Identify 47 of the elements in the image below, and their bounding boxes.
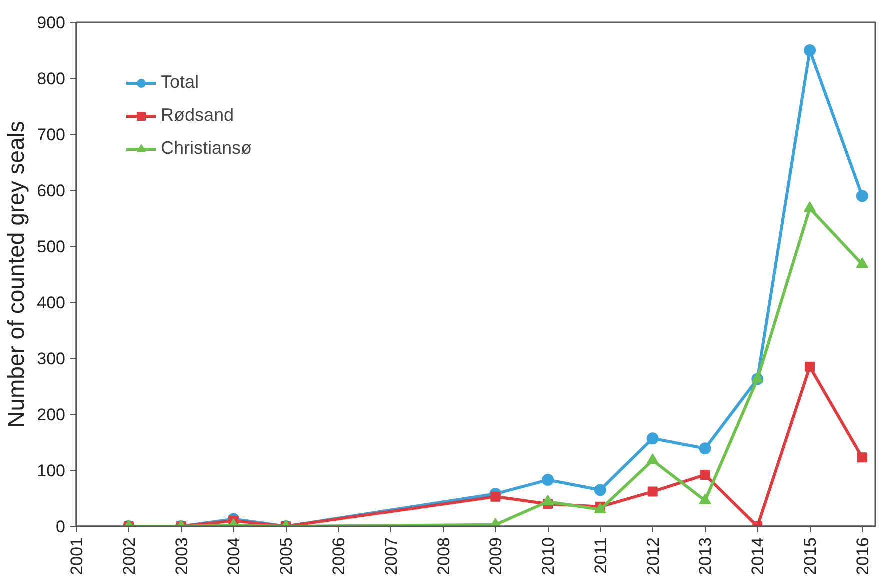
point	[490, 492, 501, 502]
point	[700, 470, 710, 480]
legend-label: Total	[161, 72, 200, 93]
y-tick-label: 100	[37, 462, 66, 480]
point	[699, 494, 712, 504]
x-tick-label: 2009	[486, 537, 506, 576]
x-tick-label: 2004	[224, 537, 244, 576]
point	[542, 495, 554, 506]
x-tick-label: 2002	[120, 537, 139, 576]
x-tick-label: 2013	[696, 537, 716, 576]
x-tick-label: 2016	[853, 537, 872, 576]
point	[594, 484, 606, 496]
y-tick-label: 0	[56, 518, 66, 536]
point	[646, 432, 659, 445]
y-tick-label: 800	[37, 70, 66, 88]
point	[857, 452, 868, 463]
point	[752, 372, 764, 383]
legend-label: Christiansø	[161, 138, 252, 159]
x-tick-label: 2012	[644, 537, 663, 576]
point	[804, 44, 816, 56]
point	[646, 454, 659, 464]
x-tick-label: 2007	[382, 537, 401, 576]
point	[856, 258, 868, 268]
legend-label: Rødsand	[161, 105, 234, 126]
point	[805, 362, 816, 372]
point	[542, 474, 554, 486]
point	[648, 486, 658, 497]
x-tick-label: 2003	[172, 537, 192, 576]
y-tick-label: 600	[37, 182, 66, 200]
x-tick-label: 2008	[434, 537, 454, 576]
point	[804, 202, 816, 212]
y-tick-label: 200	[37, 406, 66, 424]
y-tick-label: 400	[37, 294, 66, 312]
y-tick-label: 700	[37, 126, 66, 144]
y-axis-title: Number of counted grey seals	[3, 121, 30, 428]
x-tick-label: 2015	[801, 537, 820, 576]
point	[699, 442, 712, 455]
x-tick-label: 2014	[748, 537, 768, 576]
x-tick-label: 2001	[68, 537, 86, 576]
point	[856, 190, 868, 202]
x-tick-label: 2011	[591, 537, 610, 574]
y-tick-label: 300	[37, 350, 66, 368]
x-tick-label: 2006	[329, 537, 348, 576]
x-tick-label: 2005	[277, 537, 296, 576]
y-tick-label: 900	[37, 14, 66, 32]
y-tick-label: 500	[37, 238, 66, 256]
x-tick-label: 2010	[539, 537, 558, 576]
